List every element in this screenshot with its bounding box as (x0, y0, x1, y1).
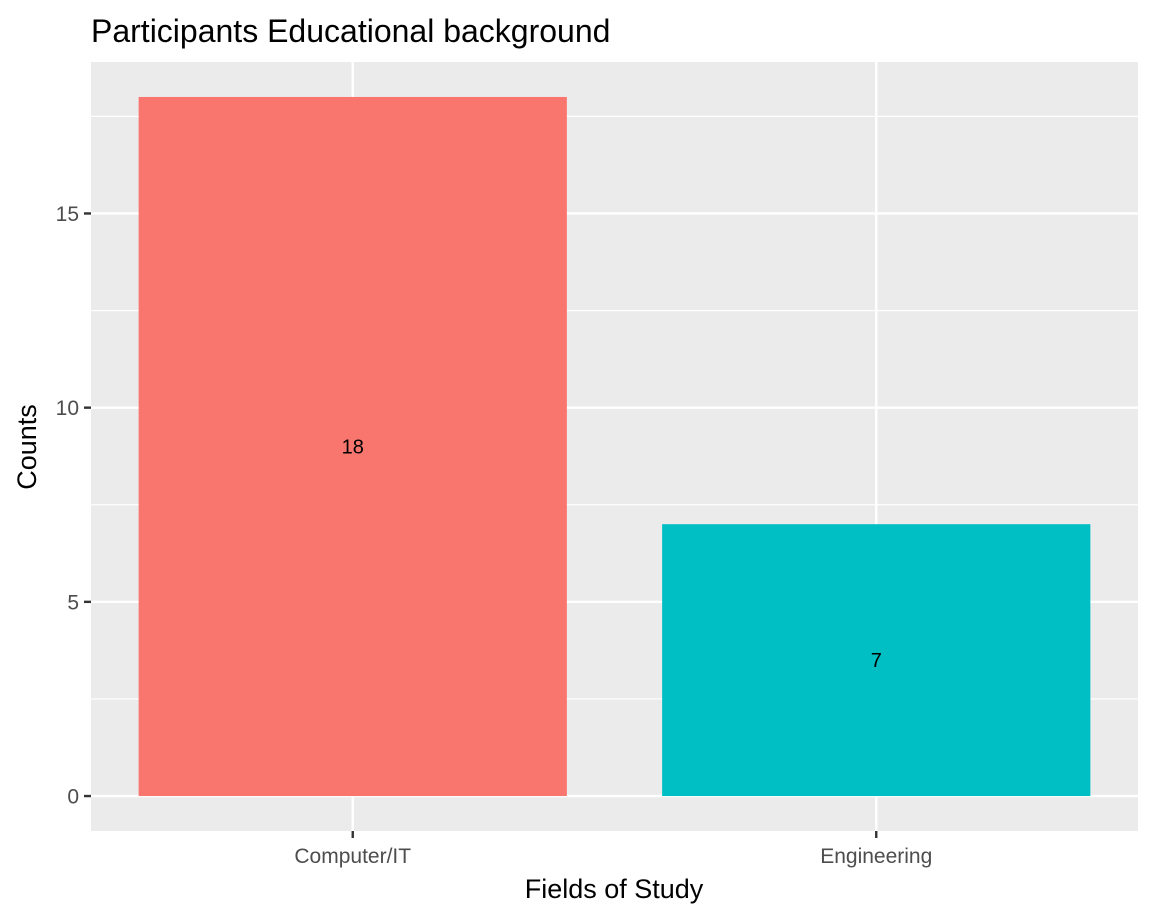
y-tick-label: 10 (56, 397, 79, 420)
y-axis: 0 5 10 15 (56, 203, 91, 809)
x-axis-title: Fields of Study (525, 874, 704, 904)
bar-value-label: 18 (342, 437, 364, 459)
bar (662, 524, 1091, 797)
chart-title: Participants Educational background (91, 13, 610, 49)
bar-value-label: 7 (871, 650, 882, 672)
x-axis: Computer/IT Engineering (294, 831, 932, 868)
y-tick-label: 15 (56, 203, 79, 226)
x-tick-label: Computer/IT (294, 845, 411, 868)
y-tick-label: 0 (67, 786, 79, 809)
y-axis-title: Counts (12, 404, 42, 490)
bar-data-labels: 18 7 (342, 437, 882, 673)
bars (138, 96, 1091, 797)
y-tick-label: 5 (67, 591, 79, 614)
x-tick-label: Engineering (820, 845, 932, 868)
bar (138, 96, 567, 797)
